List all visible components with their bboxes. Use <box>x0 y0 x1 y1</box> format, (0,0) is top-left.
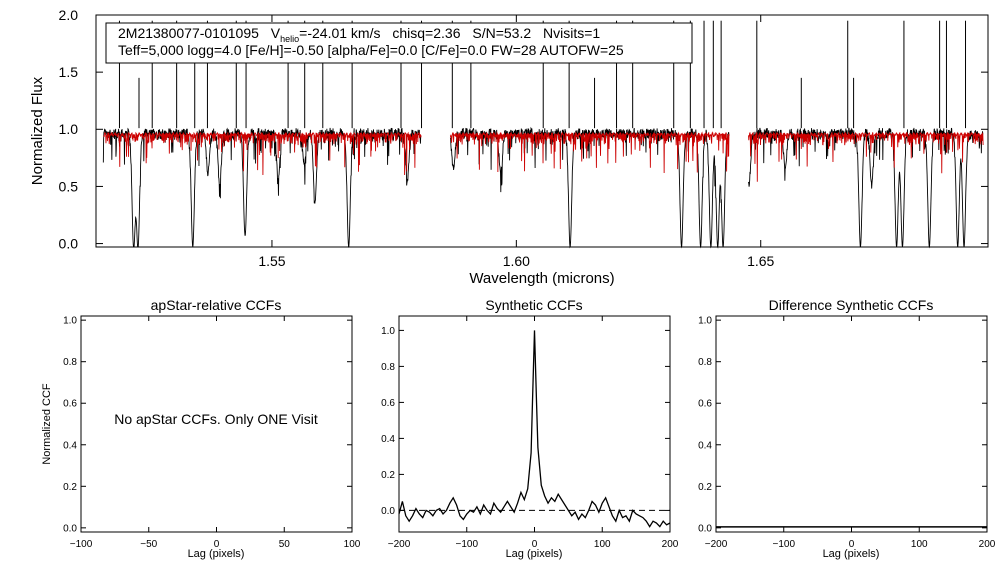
synthetic-ccf-panel: Synthetic CCFs −200 −100 0 100 200 0.0 0.2 0.4 0… <box>381 297 679 560</box>
spectrum-y-tick-label: 1.5 <box>59 64 79 80</box>
difference-ccf-frame <box>715 315 988 533</box>
difference-ccf-x-tick-label: 100 <box>911 539 928 550</box>
vhelio-subscript: helio <box>280 34 299 44</box>
no-ccf-message: No apStar CCFs. Only ONE Visit <box>114 411 318 427</box>
model-spectrum-line <box>449 131 730 174</box>
apstar-ccf-y-tick-label: 0.0 <box>63 523 77 534</box>
spectrum-x-tick-label: 1.55 <box>258 253 285 269</box>
difference-ccf-panel: Difference Synthetic CCFs −200 −100 0 100 20… <box>698 297 996 560</box>
apstar-ccf-y-tick-label: 0.6 <box>63 399 77 410</box>
apstar-ccf-x-axis-label: Lag (pixels) <box>188 548 245 560</box>
spectrum-x-tick-label: 1.60 <box>503 253 530 269</box>
apstar-ccf-panel: apStar-relative CCFs −100 −50 0 50 100 0.0 0.2… <box>41 297 361 560</box>
difference-ccf-y-tick-label: 0.6 <box>698 399 712 410</box>
spectrum-y-axis-label: Normalized Flux <box>29 76 46 185</box>
synthetic-ccf-title: Synthetic CCFs <box>485 297 582 313</box>
model-spectrum-line <box>748 131 984 182</box>
difference-ccf-x-axis-label: Lag (pixels) <box>823 548 880 560</box>
object-id: 2M21380077-0101095 <box>118 25 259 41</box>
difference-ccf-x-tick-label: −100 <box>772 539 795 550</box>
spectrum-annotation-line1: 2M21380077-0101095 Vhelio=-24.01 km/s ch… <box>118 25 600 44</box>
difference-ccf-y-tick-label: 0.8 <box>698 357 712 368</box>
difference-ccf-x-tick-label: −200 <box>705 539 728 550</box>
observed-spectrum-line <box>748 127 984 249</box>
spectrum-y-tick-label: 2.0 <box>59 7 79 23</box>
vhelio-label: V <box>271 25 281 41</box>
difference-ccf-title: Difference Synthetic CCFs <box>769 297 934 313</box>
apstar-ccf-x-tick-label: 0 <box>214 539 220 550</box>
apstar-ccf-axes: −100 −50 0 50 100 0.0 0.2 0.4 0.6 0.8 1.0 <box>63 316 361 550</box>
difference-ccf-y-tick-label: 1.0 <box>698 316 712 327</box>
difference-ccf-x-tick-label: 200 <box>979 539 996 550</box>
apstar-ccf-y-tick-label: 0.8 <box>63 357 77 368</box>
synthetic-ccf-axes: −200 −100 0 100 200 0.0 0.2 0.4 0.6 0.8 1.0 <box>381 316 679 550</box>
synthetic-ccf-y-tick-label: 0.4 <box>381 434 395 445</box>
observed-spectrum-line <box>449 126 730 249</box>
apstar-ccf-y-tick-label: 0.4 <box>63 440 77 451</box>
apstar-ccf-x-tick-label: 50 <box>279 539 291 550</box>
synthetic-ccf-x-tick-label: 100 <box>594 539 611 550</box>
apstar-ccf-x-tick-label: 100 <box>344 539 361 550</box>
synthetic-ccf-y-tick-label: 0.6 <box>381 398 395 409</box>
synthetic-ccf-y-tick-label: 0.8 <box>381 362 395 373</box>
spectrum-panel: 1.55 1.60 1.65 0.0 0.5 1.0 1.5 2.0 2M21380077-0… <box>29 7 989 287</box>
difference-ccf-y-tick-label: 0.0 <box>698 523 712 534</box>
synthetic-ccf-y-tick-label: 1.0 <box>381 326 395 337</box>
spectrum-frame <box>95 14 989 248</box>
stellar-parameters: Teff=5,000 logg=4.0 [Fe/H]=-0.50 [alpha/… <box>118 42 624 58</box>
apstar-ccf-y-tick-label: 1.0 <box>63 316 77 327</box>
apstar-ccf-title: apStar-relative CCFs <box>151 297 282 313</box>
spectrum-y-tick-label: 1.0 <box>59 121 79 137</box>
spectrum-y-tick-label: 0.5 <box>59 178 79 194</box>
synthetic-ccf-x-tick-label: −100 <box>455 539 478 550</box>
synthetic-ccf-y-tick-label: 0.0 <box>381 506 395 517</box>
spectrum-x-tick-label: 1.65 <box>747 253 774 269</box>
synthetic-ccf-x-tick-label: 0 <box>532 539 538 550</box>
synthetic-ccf-plot-area <box>398 330 671 528</box>
difference-ccf-x-tick-label: 0 <box>849 539 855 550</box>
apstar-ccf-y-tick-label: 0.2 <box>63 482 77 493</box>
spectrum-axes: 1.55 1.60 1.65 0.0 0.5 1.0 1.5 2.0 <box>59 7 988 269</box>
synthetic-ccf-x-tick-label: 200 <box>662 539 679 550</box>
vhelio-value: =-24.01 km/s <box>299 25 380 41</box>
chisq-value: chisq=2.36 <box>392 25 460 41</box>
model-spectrum-line <box>103 131 422 176</box>
observed-spectrum-line <box>102 127 422 248</box>
apstar-ccf-y-axis-label: Normalized CCF <box>41 383 53 465</box>
synthetic-ccf-x-tick-label: −200 <box>388 539 411 550</box>
difference-ccf-axes: −200 −100 0 100 200 0.0 0.2 0.4 0.6 0.8 1.0 <box>698 316 996 550</box>
synthetic-ccf-line <box>398 330 671 528</box>
synthetic-ccf-x-axis-label: Lag (pixels) <box>506 548 563 560</box>
spectrum-x-axis-label: Wavelength (microns) <box>469 270 614 287</box>
apstar-ccf-x-tick-label: −50 <box>140 539 157 550</box>
snr-value: S/N=53.2 <box>472 25 531 41</box>
spectrum-annotation-box <box>105 22 693 64</box>
apstar-ccf-x-tick-label: −100 <box>70 539 93 550</box>
spectrum-y-tick-label: 0.0 <box>59 235 79 251</box>
difference-ccf-y-tick-label: 0.4 <box>698 440 712 451</box>
nvisits-value: Nvisits=1 <box>543 25 600 41</box>
difference-ccf-y-tick-label: 0.2 <box>698 482 712 493</box>
synthetic-ccf-y-tick-label: 0.2 <box>381 470 395 481</box>
